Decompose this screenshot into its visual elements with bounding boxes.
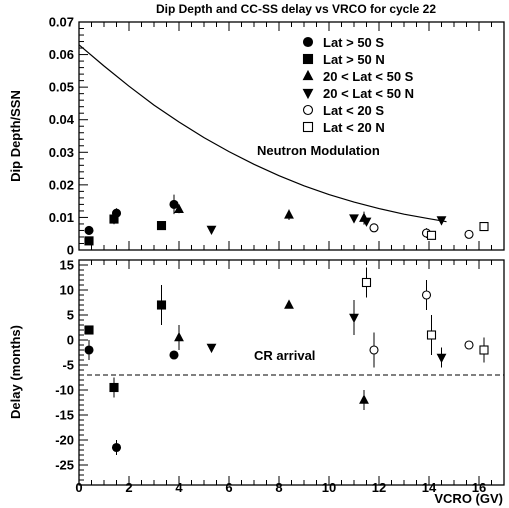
top-y-tick-label: 0.01	[49, 210, 74, 225]
top-point-lat-gt-50-n	[109, 214, 119, 224]
bottom-panel-frame	[78, 259, 505, 486]
top-y-tick-label: 0.06	[49, 47, 74, 62]
top-y-tick-label: 0.07	[49, 15, 74, 30]
top-y-tick-label: 0.02	[49, 177, 74, 192]
x-tick-label: 2	[125, 480, 132, 495]
top-point-lat-gt-50-s	[169, 199, 179, 209]
bottom-point-lat-lt-20-n	[479, 345, 489, 355]
bottom-y-tick-label: -25	[55, 458, 74, 473]
top-point-20-lt-lat-lt-50-n	[206, 225, 217, 236]
top-point-20-lt-lat-lt-50-s	[284, 209, 294, 219]
bottom-y-tick-label: 0	[67, 333, 74, 348]
x-tick-label: 8	[275, 480, 282, 495]
bottom-y-axis-title: Delay (months)	[8, 325, 23, 419]
legend-marker-20-lt-lat-lt-50-n	[302, 88, 314, 100]
bottom-point-lat-gt-50-s	[84, 345, 94, 355]
x-axis-title: VCRO (GV)	[434, 491, 503, 506]
legend-label-lat-gt-50-s: Lat > 50 S	[323, 35, 384, 50]
top-point-lat-gt-50-n	[156, 221, 167, 231]
x-tick-label: 4	[175, 480, 183, 495]
legend-marker-lat-lt-20-s	[302, 104, 314, 116]
top-panel: 0 0.01 0.02 0.03 0.04 0.05 0.06 0.07 Neutron Mo…	[8, 15, 505, 258]
x-tick-label: 0	[75, 480, 82, 495]
top-ticks: 0 0.01 0.02 0.03 0.04 0.05 0.06 0.07	[49, 15, 505, 258]
bottom-panel: -25 -20 -15 -10 -5 0 5 10 15 CR arrival Delay (m…	[8, 258, 505, 486]
legend-label-lat-lt-20-n: Lat < 20 N	[323, 120, 385, 135]
bottom-y-tick-label: -15	[55, 408, 74, 423]
x-tick-label: 12	[372, 480, 386, 495]
x-tick-label: 16	[472, 480, 486, 495]
bottom-y-tick-label: 5	[67, 308, 74, 323]
bottom-y-tick-label: -10	[55, 383, 74, 398]
top-points	[84, 194, 489, 246]
bottom-point-lat-gt-50-n	[84, 325, 94, 335]
top-point-lat-lt-20-s	[369, 223, 379, 233]
bottom-y-tick-label: -5	[62, 358, 74, 373]
legend-marker-lat-gt-50-n	[302, 53, 314, 65]
legend-label-20-lt-lat-lt-50-s: 20 < Lat < 50 S	[323, 69, 414, 84]
x-tick-labels: 0 2 4 6 8 10 12 14 16	[75, 480, 486, 495]
bottom-points	[84, 267, 489, 455]
top-y-axis-title: Dip Depth/SSN	[8, 90, 23, 182]
x-tick-label: 10	[322, 480, 336, 495]
bottom-point-20-lt-lat-lt-50-n	[349, 313, 359, 324]
bottom-ticks: -25 -20 -15 -10 -5 0 5 10 15	[55, 258, 505, 486]
bottom-point-20-lt-lat-lt-50-s	[359, 394, 369, 404]
legend-marker-lat-lt-20-n	[302, 121, 314, 133]
top-point-lat-lt-20-n	[426, 230, 437, 240]
bottom-point-lat-lt-20-n	[426, 330, 437, 340]
top-y-tick-label: 0	[67, 243, 74, 258]
legend-label-20-lt-lat-lt-50-n: 20 < Lat < 50 N	[323, 86, 414, 101]
bottom-point-lat-gt-50-n	[156, 300, 167, 310]
x-tick-label: 14	[422, 480, 437, 495]
bottom-point-20-lt-lat-lt-50-n	[206, 343, 217, 354]
top-point-20-lt-lat-lt-50-n	[436, 216, 447, 226]
neutron-modulation-label: Neutron Modulation	[257, 143, 380, 158]
bottom-point-lat-gt-50-s	[169, 350, 179, 360]
top-point-20-lt-lat-lt-50-n	[361, 217, 372, 227]
legend-marker-20-lt-lat-lt-50-s	[302, 69, 314, 81]
top-point-lat-lt-20-n	[479, 221, 489, 232]
top-y-tick-label: 0.05	[49, 80, 74, 95]
bottom-point-lat-lt-20-s	[369, 345, 379, 355]
bottom-point-lat-lt-20-n	[361, 277, 372, 288]
legend-label-lat-lt-20-s: Lat < 20 S	[323, 103, 384, 118]
top-point-20-lt-lat-lt-50-n	[349, 214, 359, 224]
legend-label-lat-gt-50-n: Lat > 50 N	[323, 52, 385, 67]
legend: Lat > 50 S Lat > 50 N 20 < Lat < 50 S 20 < …	[302, 35, 414, 135]
legend-marker-lat-gt-50-s	[302, 36, 314, 48]
x-tick-label: 6	[225, 480, 232, 495]
top-point-lat-gt-50-n	[84, 236, 94, 246]
cr-arrival-label: CR arrival	[254, 348, 315, 363]
bottom-point-lat-lt-20-s	[464, 340, 474, 350]
chart-title: Dip Depth and CC-SS delay vs VRCO for cy…	[156, 2, 436, 16]
bottom-y-tick-label: 15	[60, 258, 74, 273]
top-y-tick-label: 0.03	[49, 145, 74, 160]
bottom-point-20-lt-lat-lt-50-s	[284, 299, 294, 309]
bottom-y-tick-label: 10	[60, 283, 74, 298]
top-point-lat-lt-20-s	[464, 229, 474, 239]
top-point-lat-gt-50-s	[84, 225, 94, 236]
bottom-point-20-lt-lat-lt-50-n	[436, 353, 447, 364]
bottom-point-lat-gt-50-s	[111, 442, 122, 453]
bottom-point-lat-gt-50-n	[109, 382, 119, 393]
bottom-point-lat-lt-20-s	[421, 290, 432, 300]
neutron-modulation-curve	[78, 44, 447, 223]
top-point-20-lt-lat-lt-50-s	[174, 203, 184, 214]
top-y-tick-label: 0.04	[49, 112, 75, 127]
bottom-y-tick-label: -20	[55, 433, 74, 448]
bottom-point-20-lt-lat-lt-50-s	[174, 331, 184, 342]
